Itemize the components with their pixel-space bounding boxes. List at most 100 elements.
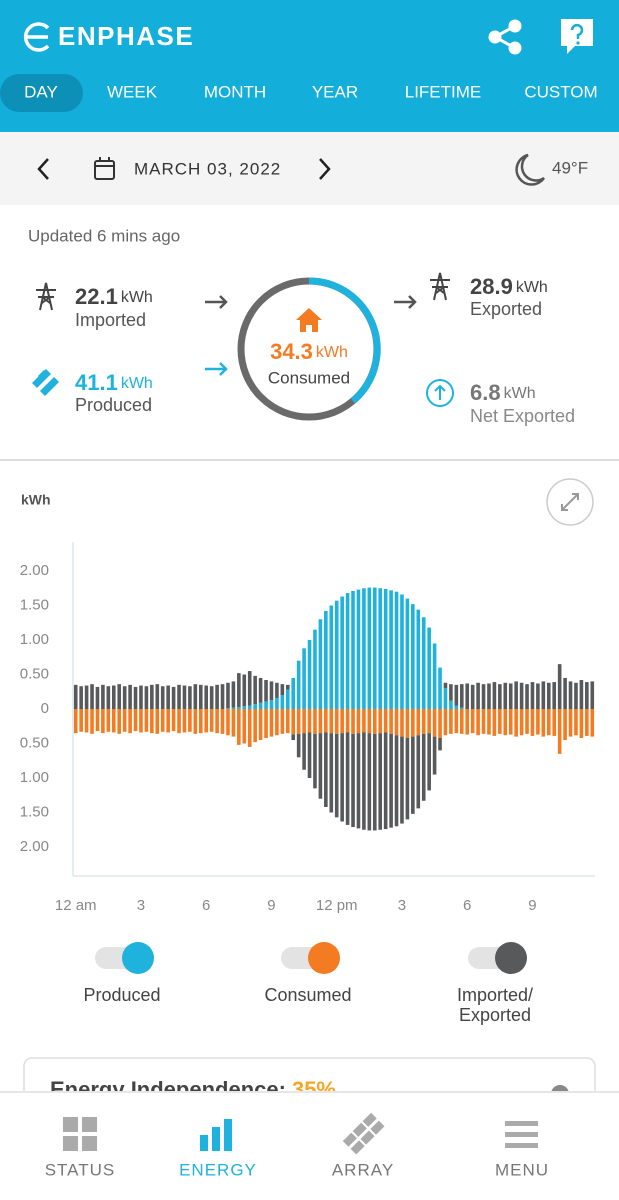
bar bbox=[356, 733, 361, 829]
bar bbox=[73, 709, 78, 734]
y-tick-label: 1.00 bbox=[20, 769, 49, 786]
bar bbox=[106, 686, 111, 709]
bar bbox=[209, 686, 214, 709]
bar bbox=[416, 709, 421, 736]
bar bbox=[204, 709, 209, 733]
date[interactable]: MARCH 03, 2022 bbox=[134, 159, 281, 178]
help-button[interactable] bbox=[561, 19, 593, 54]
bar bbox=[372, 733, 377, 831]
bar bbox=[128, 684, 132, 709]
bar bbox=[188, 709, 192, 732]
tab[interactable]: DAY bbox=[24, 82, 58, 101]
bar bbox=[95, 686, 100, 709]
bar bbox=[563, 677, 567, 709]
bar bbox=[128, 709, 132, 734]
y-tick-label: 1.50 bbox=[20, 803, 49, 820]
legend-toggle-knob[interactable] bbox=[122, 942, 154, 974]
calendar-icon bbox=[94, 157, 115, 180]
tab[interactable]: LIFETIME bbox=[405, 82, 482, 101]
bar bbox=[258, 702, 263, 709]
bar bbox=[318, 619, 323, 709]
y-tick-label: 2.00 bbox=[20, 562, 49, 579]
tab[interactable]: YEAR bbox=[312, 82, 358, 101]
bar bbox=[155, 684, 160, 709]
legend-toggle-knob[interactable] bbox=[308, 942, 340, 974]
bar bbox=[465, 683, 470, 709]
bar bbox=[503, 682, 508, 709]
bar bbox=[84, 709, 89, 733]
bar bbox=[182, 685, 187, 709]
weather-icon bbox=[515, 153, 546, 186]
y-tick-label: 0.50 bbox=[20, 665, 49, 682]
net-exported-label: Net Exported bbox=[470, 406, 575, 426]
bar bbox=[536, 709, 540, 735]
bar bbox=[231, 707, 236, 709]
bar bbox=[568, 709, 573, 737]
bar bbox=[307, 709, 312, 733]
bar bbox=[302, 733, 306, 770]
bar bbox=[84, 685, 89, 709]
nav-label[interactable]: ENERGY bbox=[179, 1160, 257, 1179]
bar bbox=[307, 639, 312, 709]
bar bbox=[383, 588, 388, 709]
bar bbox=[269, 681, 274, 701]
bar bbox=[79, 709, 83, 732]
next-day[interactable] bbox=[319, 158, 331, 180]
bar bbox=[215, 684, 219, 709]
share-button[interactable] bbox=[488, 19, 522, 55]
bar bbox=[226, 682, 230, 709]
bar bbox=[481, 709, 486, 734]
bar bbox=[449, 684, 453, 701]
bar bbox=[193, 709, 198, 734]
exported-label: Exported bbox=[470, 299, 542, 319]
bar bbox=[459, 709, 464, 734]
bar bbox=[133, 686, 138, 709]
bar bbox=[247, 705, 252, 709]
bar bbox=[411, 709, 415, 737]
bar bbox=[101, 684, 105, 709]
bar bbox=[188, 686, 192, 709]
bar bbox=[117, 709, 122, 734]
tab[interactable]: WEEK bbox=[107, 82, 158, 101]
bar bbox=[198, 709, 203, 734]
nav-label[interactable]: STATUS bbox=[45, 1160, 116, 1179]
bar bbox=[476, 682, 480, 709]
bar bbox=[334, 733, 339, 818]
tab[interactable]: CUSTOM bbox=[524, 82, 597, 101]
prev-day[interactable] bbox=[37, 158, 49, 180]
bar bbox=[215, 709, 219, 734]
expand-button[interactable] bbox=[546, 478, 594, 526]
bar bbox=[492, 709, 497, 736]
nav-label[interactable]: ARRAY bbox=[332, 1160, 394, 1179]
bar bbox=[111, 709, 116, 733]
bar bbox=[487, 683, 491, 709]
bar bbox=[557, 709, 562, 754]
bar bbox=[285, 684, 290, 690]
bar bbox=[421, 733, 426, 801]
bar bbox=[525, 709, 529, 734]
net-exported-summary: 6.8 kWh bbox=[470, 380, 536, 405]
bar bbox=[318, 709, 323, 734]
bar bbox=[340, 733, 344, 822]
bar bbox=[285, 689, 290, 709]
bar bbox=[302, 709, 306, 734]
bar bbox=[247, 671, 252, 706]
array-icon bbox=[342, 1112, 385, 1155]
bar bbox=[432, 709, 437, 737]
bar bbox=[362, 709, 366, 733]
bar bbox=[427, 733, 431, 791]
bar bbox=[324, 732, 328, 807]
legend-toggle-knob[interactable] bbox=[495, 942, 527, 974]
bar bbox=[519, 682, 524, 709]
bar bbox=[155, 709, 160, 734]
bar bbox=[237, 673, 241, 707]
bar bbox=[421, 709, 426, 734]
tab[interactable]: MONTH bbox=[204, 82, 266, 101]
bar bbox=[563, 709, 567, 741]
bar bbox=[117, 684, 122, 709]
bar bbox=[133, 709, 138, 732]
nav-label[interactable]: MENU bbox=[495, 1160, 549, 1179]
bar bbox=[334, 600, 339, 709]
bar bbox=[405, 598, 410, 709]
brand: ENPHASE bbox=[58, 21, 194, 51]
